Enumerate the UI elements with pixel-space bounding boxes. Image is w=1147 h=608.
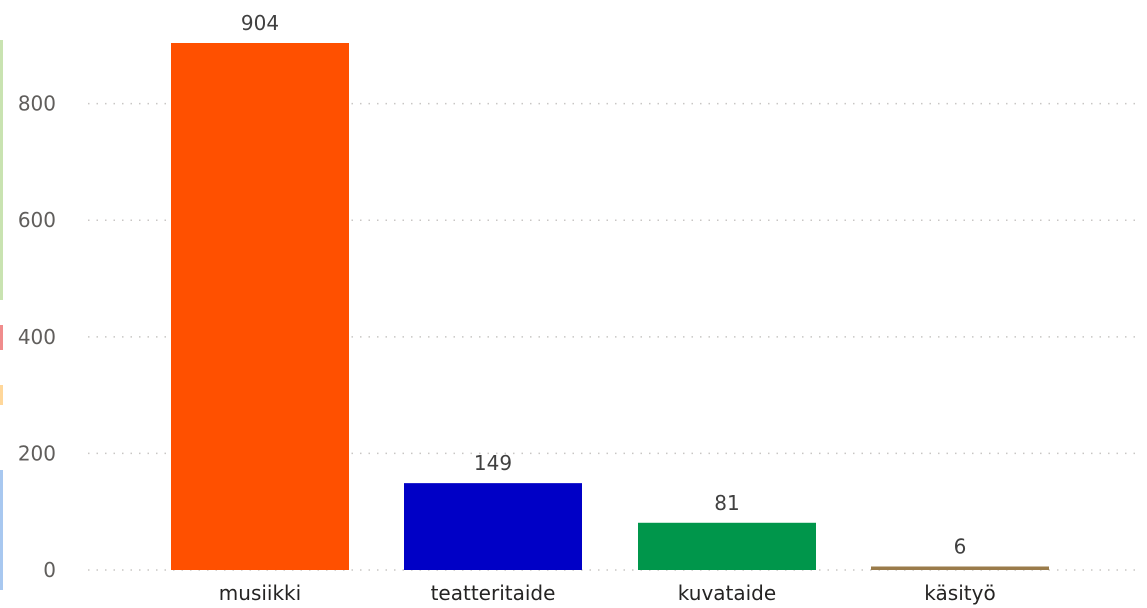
data-label-käsityö: 6 xyxy=(954,535,967,559)
bar-teatteritaide[interactable] xyxy=(404,483,582,570)
bars[interactable] xyxy=(171,43,1049,570)
left-edge-accent-blue xyxy=(0,470,3,590)
data-label-kuvataide: 81 xyxy=(714,491,739,515)
y-tick-label: 0 xyxy=(43,558,56,582)
left-edge-accent-red xyxy=(0,325,3,350)
y-tick-label: 400 xyxy=(18,325,56,349)
x-tick-label-teatteritaide: teatteritaide xyxy=(431,581,556,605)
y-tick-label: 200 xyxy=(18,441,56,465)
y-tick-label: 600 xyxy=(18,208,56,232)
bar-musiikki[interactable] xyxy=(171,43,349,570)
x-tick-label-käsityö: käsityö xyxy=(924,581,995,605)
data-label-teatteritaide: 149 xyxy=(474,451,512,475)
y-tick-label: 800 xyxy=(18,92,56,116)
x-axis: musiikki teatteritaide kuvataide käsityö xyxy=(219,581,996,605)
x-tick-label-kuvataide: kuvataide xyxy=(678,581,776,605)
x-tick-label-musiikki: musiikki xyxy=(219,581,301,605)
left-edge-accent-green xyxy=(0,40,3,300)
left-edge-accent-yellow xyxy=(0,385,3,405)
bar-kuvataide[interactable] xyxy=(638,522,816,570)
y-axis: 0 200 400 600 800 xyxy=(18,92,56,582)
bar-käsityö[interactable] xyxy=(871,566,1049,570)
data-label-musiikki: 904 xyxy=(241,11,279,35)
data-labels: 904 149 81 6 xyxy=(241,11,966,559)
